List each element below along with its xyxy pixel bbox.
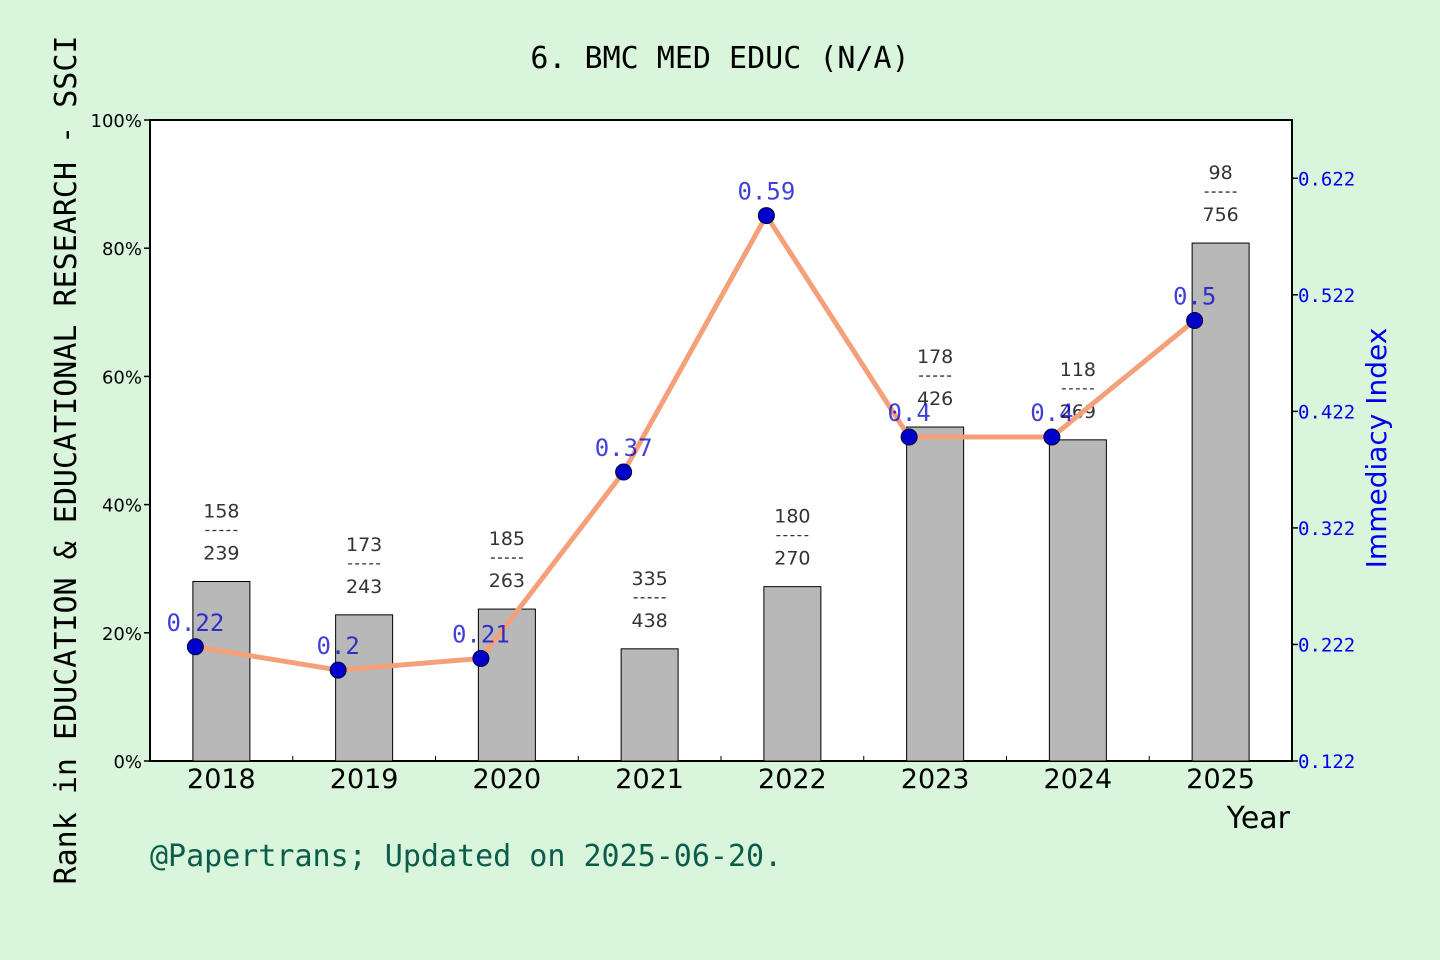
point-value-label: 0.5	[1173, 282, 1216, 310]
bar-2019	[335, 614, 394, 762]
y2-axis-label: Immediacy Index	[1360, 328, 1393, 569]
y2-tick-label: 0.122	[1298, 751, 1355, 773]
bar-total-label: 239	[203, 543, 239, 565]
bar-2020	[477, 608, 536, 762]
bar-total-label: 263	[489, 570, 525, 592]
point-2022	[757, 207, 775, 225]
point-value-label: 0.4	[887, 399, 930, 427]
x-axis: 2018 2019 2020 2021 2022 2023 2024 2025	[149, 756, 1293, 795]
y-axis-label: Rank in EDUCATION & EDUCATIONAL RESEARCH…	[49, 36, 84, 885]
bar-2018	[192, 581, 251, 762]
point-2020	[472, 649, 490, 667]
y2-tick-label: 0.322	[1298, 518, 1355, 540]
y-tick-label: 40%	[102, 496, 142, 517]
point-value-label: 0.21	[452, 620, 510, 648]
bar-rank-label: 158	[203, 501, 239, 523]
x-tick-label: 2022	[758, 764, 827, 795]
y2-tick-label: 0.222	[1298, 634, 1355, 656]
y2-tick-label: 0.522	[1298, 285, 1355, 307]
x-tick-label: 2021	[615, 764, 684, 795]
bar-total-label: 243	[346, 576, 382, 598]
bars-group	[192, 242, 1250, 762]
x-tick-label: 2025	[1186, 764, 1255, 795]
y2-tick-label: 0.622	[1298, 168, 1355, 190]
y-axis-right: 0.122 0.222 0.322 0.422 0.522 0.622	[1292, 168, 1355, 773]
y-tick-label: 80%	[102, 239, 142, 260]
point-value-label: 0.2	[316, 632, 359, 660]
x-axis-label: Year	[1225, 801, 1290, 836]
y2-tick-label: 0.422	[1298, 401, 1355, 423]
x-tick-label: 2020	[473, 764, 542, 795]
point-value-label: 0.59	[737, 178, 795, 206]
point-2019	[329, 661, 347, 679]
x-tick-label: 2018	[187, 764, 256, 795]
footer-note: @Papertrans; Updated on 2025-06-20.	[150, 839, 782, 874]
line-series-group: 0.22 0.2 0.21 0.37 0.59 0.4 0.4 0.5	[166, 178, 1216, 679]
point-2025	[1186, 311, 1204, 329]
x-tick-label: 2023	[901, 764, 970, 795]
y-tick-label: 0%	[113, 752, 142, 773]
y-tick-label: 60%	[102, 367, 142, 388]
bar-2021	[620, 648, 679, 762]
point-value-label: 0.22	[166, 609, 224, 637]
bar-rank-label: 98	[1209, 162, 1233, 184]
bar-total-label: 756	[1202, 204, 1238, 226]
bar-rank-label: 180	[774, 506, 810, 528]
bar-rank-label: 335	[631, 568, 667, 590]
bar-rank-label: 173	[346, 534, 382, 556]
bar-2022	[763, 586, 822, 762]
bar-total-label: 270	[774, 548, 810, 570]
x-tick-label: 2019	[330, 764, 399, 795]
bar-total-label: 426	[917, 388, 953, 410]
x-tick-label: 2024	[1044, 764, 1113, 795]
point-2023	[900, 428, 918, 446]
bar-2025	[1191, 242, 1250, 762]
point-value-label: 0.4	[1030, 399, 1073, 427]
chart-title: 6. BMC MED EDUC (N/A)	[530, 41, 909, 76]
point-2018	[186, 638, 204, 656]
y-tick-label: 100%	[91, 111, 142, 132]
bar-2023	[906, 426, 965, 762]
y-tick-label: 20%	[102, 624, 142, 645]
bar-2024	[1048, 439, 1107, 762]
point-value-label: 0.37	[595, 434, 653, 462]
bar-rank-label: 178	[917, 346, 953, 368]
bar-rank-label: 185	[489, 528, 525, 550]
immediacy-index-line	[194, 213, 1197, 673]
bar-total-label: 438	[631, 610, 667, 632]
point-2024	[1043, 428, 1061, 446]
point-2021	[615, 463, 633, 481]
y-axis-left: 0% 20% 40% 60% 80% 100%	[91, 111, 150, 773]
bar-rank-label: 118	[1060, 359, 1096, 381]
